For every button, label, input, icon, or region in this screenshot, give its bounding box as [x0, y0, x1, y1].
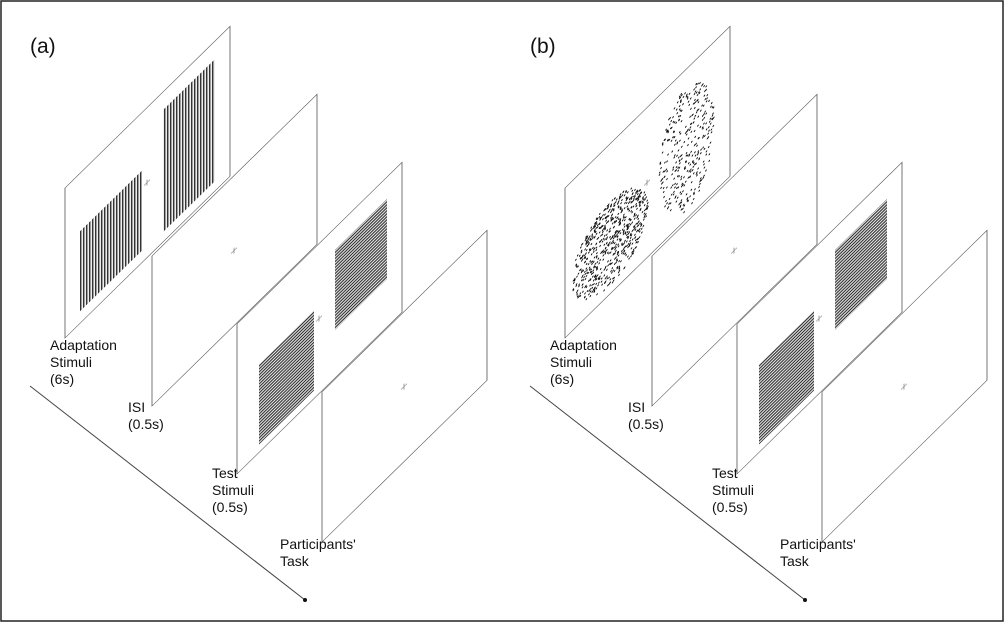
frame-label: Test: [712, 465, 738, 481]
frame-label: Adaptation: [550, 337, 617, 353]
frame-label: (0.5s): [628, 416, 664, 432]
frame-label: Stimuli: [212, 482, 254, 498]
frame-label: Stimuli: [712, 482, 754, 498]
frame-label: Participants': [280, 536, 356, 552]
frame-label: ISI: [628, 399, 645, 415]
frame-label: Test: [212, 465, 238, 481]
panel-label: (a): [30, 35, 56, 58]
frame-label: Task: [780, 553, 810, 569]
frame-label: Participants': [780, 536, 856, 552]
figure: (a)AdaptationStimuli(6s)ISI(0.5s)TestSti…: [0, 0, 1004, 622]
frame-label: Task: [280, 553, 310, 569]
frame-label: (0.5s): [212, 499, 248, 515]
frame-label: ISI: [128, 399, 145, 415]
panel-label: (b): [530, 35, 556, 58]
frame-label: (6s): [550, 371, 574, 387]
panel: (a)AdaptationStimuli(6s)ISI(0.5s)TestSti…: [30, 26, 487, 602]
panel: (b)AdaptationStimuli(6s)ISI(0.5s)TestSti…: [530, 26, 987, 602]
frame-label: (0.5s): [712, 499, 748, 515]
frame-label: (6s): [50, 371, 74, 387]
frame-label: (0.5s): [128, 416, 164, 432]
frame-label: Adaptation: [50, 337, 117, 353]
frame-label: Stimuli: [50, 354, 92, 370]
frame-label: Stimuli: [550, 354, 592, 370]
timeline-end: [803, 598, 807, 602]
timeline-end: [303, 598, 307, 602]
